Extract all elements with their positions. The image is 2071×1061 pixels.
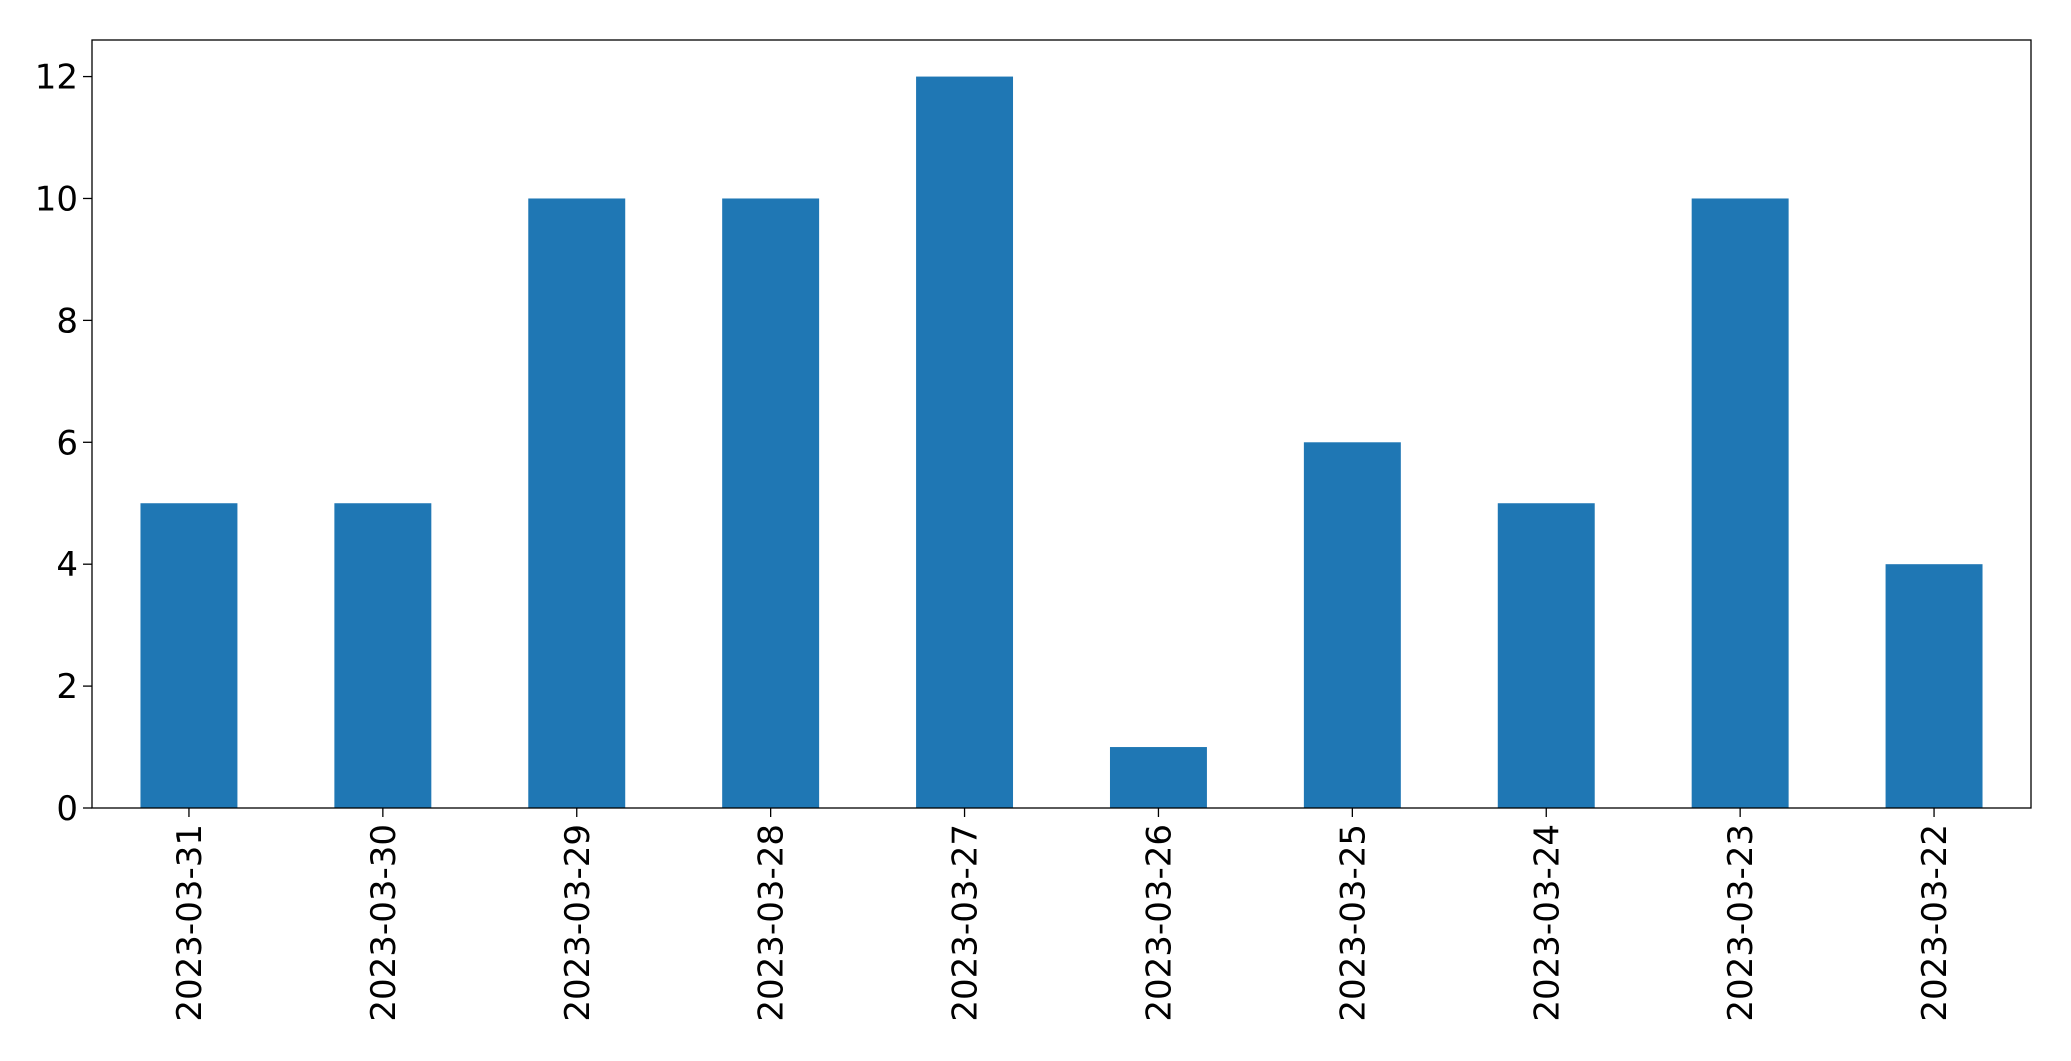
bar [140, 503, 238, 808]
bar [1497, 503, 1595, 808]
x-tick-label: 2023-03-28 [752, 824, 792, 1022]
y-tick-label: 12 [35, 58, 78, 98]
axes-frame [91, 39, 2032, 809]
y-tick-label: 2 [56, 667, 78, 707]
x-tick-label: 2023-03-25 [1333, 824, 1373, 1022]
bar [1303, 442, 1401, 808]
y-tick-label: 10 [35, 179, 78, 219]
y-tick-label: 0 [56, 789, 78, 829]
y-tick-label: 4 [56, 545, 78, 585]
bar [1885, 564, 1983, 808]
bar [722, 198, 820, 808]
x-tick-label: 2023-03-26 [1139, 824, 1179, 1022]
bar [528, 198, 626, 808]
bar [1691, 198, 1789, 808]
plot-area [140, 76, 1983, 809]
x-tick-label: 2023-03-31 [170, 824, 210, 1022]
x-tick-label: 2023-03-24 [1527, 824, 1567, 1022]
x-tick-label: 2023-03-22 [1915, 824, 1955, 1022]
bar [1109, 747, 1207, 808]
x-tick-label: 2023-03-30 [364, 824, 404, 1022]
x-tick-label: 2023-03-27 [946, 824, 986, 1022]
bar [916, 76, 1014, 809]
x-tick-label: 2023-03-29 [558, 824, 598, 1022]
bar [334, 503, 432, 808]
y-tick-label: 6 [56, 423, 78, 463]
y-tick-label: 8 [56, 301, 78, 341]
x-tick-label: 2023-03-23 [1721, 824, 1761, 1022]
